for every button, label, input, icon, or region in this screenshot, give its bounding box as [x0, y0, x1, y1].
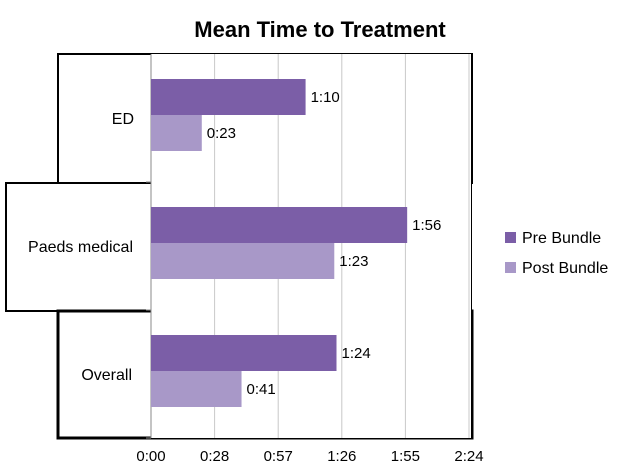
legend-label: Post Bundle [522, 260, 608, 277]
legend-label: Pre Bundle [522, 230, 601, 247]
data-label: 1:24 [342, 345, 371, 362]
data-label: 1:56 [412, 217, 441, 234]
bar-pre-bundle-ed [151, 79, 306, 115]
x-tick-label: 1:55 [391, 448, 420, 465]
legend: Pre Bundle Post Bundle [505, 230, 608, 277]
data-label: 0:23 [207, 125, 236, 142]
x-tick-label: 1:26 [327, 448, 356, 465]
x-tick-label: 0:28 [200, 448, 229, 465]
bar-post-bundle-paeds-medical [151, 243, 335, 279]
bar-pre-bundle-paeds-medical [151, 207, 408, 243]
data-label: 1:23 [339, 253, 368, 270]
bar-pre-bundle-overall [151, 335, 337, 371]
bars [151, 79, 408, 407]
chart-title: Mean Time to Treatment [194, 17, 446, 42]
legend-swatch [505, 262, 516, 273]
category-label: Overall [81, 367, 132, 384]
x-tick-label: 2:24 [454, 448, 483, 465]
bar-post-bundle-ed [151, 115, 202, 151]
x-tick-label: 0:57 [264, 448, 293, 465]
bar-post-bundle-overall [151, 371, 242, 407]
x-axis: 0:00 0:28 0:57 1:26 1:55 2:24 [136, 448, 483, 465]
category-label: Paeds medical [28, 239, 133, 256]
x-tick-label: 0:00 [136, 448, 165, 465]
category-label: ED [112, 111, 134, 128]
data-label: 1:10 [311, 89, 340, 106]
category-labels: ED Paeds medical Overall [28, 111, 134, 384]
data-label: 0:41 [247, 381, 276, 398]
data-labels: 1:10 0:23 1:56 1:23 1:24 0:41 [207, 89, 442, 398]
legend-swatch [505, 232, 516, 243]
